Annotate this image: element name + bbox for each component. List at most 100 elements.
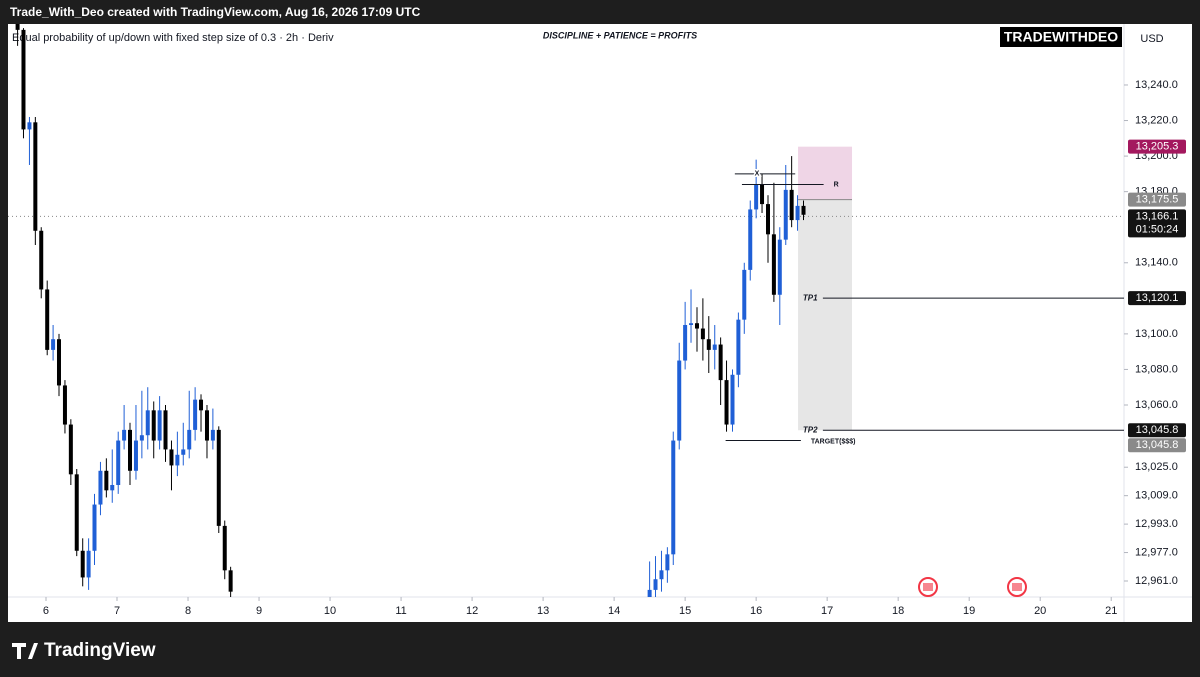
- y-tick-label: 12,977.0: [1135, 546, 1178, 558]
- x-tick-label: 19: [963, 605, 975, 617]
- price-box-label: 13,175.5: [1136, 194, 1179, 206]
- candle-body: [21, 29, 26, 130]
- candle-body: [163, 410, 168, 450]
- stop-zone: [798, 146, 853, 200]
- line-label: TP2: [803, 425, 818, 434]
- candle-body: [216, 429, 221, 526]
- candle-body: [659, 570, 664, 580]
- candle-body: [175, 454, 180, 466]
- price-box: [1128, 192, 1186, 207]
- y-tick-label: 13,140.0: [1135, 257, 1178, 269]
- candle-body: [736, 319, 741, 375]
- candle-body: [181, 449, 186, 455]
- candle-body: [801, 205, 806, 215]
- x-tick-label: 20: [1034, 605, 1046, 617]
- x-tick-label: 15: [679, 605, 691, 617]
- candle-body: [169, 449, 174, 466]
- candle-body: [222, 525, 227, 571]
- candle-body: [157, 410, 162, 441]
- x-tick-label: 6: [43, 605, 49, 617]
- candle-body: [718, 344, 723, 381]
- candle-body: [139, 435, 144, 441]
- x-tick-label: 7: [114, 605, 120, 617]
- candle-body: [145, 410, 150, 436]
- x-tick-label: 17: [821, 605, 833, 617]
- line-label: X: [755, 171, 760, 178]
- candle-body: [187, 429, 192, 450]
- badge: TRADEWITHDEO: [1004, 29, 1118, 45]
- candle-body: [760, 184, 765, 205]
- candle-body: [789, 189, 794, 221]
- candle-body: [712, 344, 717, 350]
- candle-body: [795, 205, 800, 221]
- brand: TradingView: [44, 640, 156, 661]
- line-label: R: [834, 181, 839, 188]
- x-tick-label: 14: [608, 605, 620, 617]
- price-box: [1128, 423, 1186, 438]
- x-tick-label: 9: [256, 605, 262, 617]
- x-tick-label: 13: [537, 605, 549, 617]
- candle-body: [27, 122, 32, 130]
- y-tick-label: 12,993.0: [1135, 518, 1178, 530]
- candle-body: [133, 440, 138, 471]
- candle-body: [771, 234, 776, 295]
- candle-body: [665, 554, 670, 571]
- plot-area: [8, 24, 1124, 597]
- candle-body: [754, 184, 759, 210]
- candle-body: [86, 550, 91, 578]
- legend-text: Equal probability of up/down with fixed …: [12, 32, 334, 44]
- candle-body: [33, 122, 38, 231]
- candle-body: [706, 339, 711, 350]
- price-box-label: 13,120.1: [1136, 292, 1179, 304]
- current-price-label: 13,166.1: [1136, 210, 1179, 222]
- current-price-box: [1128, 209, 1186, 238]
- y-tick-label: 12,961.0: [1135, 575, 1178, 587]
- candle-body: [122, 429, 127, 441]
- candle-body: [777, 239, 782, 295]
- countdown: 01:50:24: [1136, 223, 1179, 235]
- y-tick-label: 13,025.0: [1135, 461, 1178, 473]
- line-label: TARGET($$$): [811, 438, 856, 445]
- price-box: [1128, 139, 1186, 154]
- event-icon: [1007, 577, 1027, 597]
- candle-body: [671, 440, 676, 555]
- candle-body: [110, 484, 115, 491]
- line-label: TP1: [803, 293, 818, 302]
- candle-body: [204, 410, 209, 441]
- candle-body: [51, 339, 56, 350]
- y-tick-label: 13,009.0: [1135, 490, 1178, 502]
- event-icon: [918, 577, 938, 597]
- candle-body: [15, 24, 20, 30]
- x-tick-label: 8: [185, 605, 191, 617]
- x-tick-label: 18: [892, 605, 904, 617]
- candle-body: [104, 470, 109, 491]
- candle-body: [700, 328, 705, 340]
- chart-panel: [8, 24, 1192, 622]
- candle-body: [62, 385, 67, 425]
- candle-body: [193, 399, 198, 430]
- candle-body: [724, 380, 729, 425]
- candle-body: [694, 323, 699, 329]
- y-tick-label: 13,240.0: [1135, 79, 1178, 91]
- candle-body: [80, 550, 85, 578]
- caption: Trade_With_Deo created with TradingView.…: [10, 5, 421, 19]
- candle-body: [748, 209, 753, 270]
- y-tick-label: 13,080.0: [1135, 363, 1178, 375]
- price-box-label: 13,205.3: [1136, 141, 1179, 153]
- candle-body: [653, 579, 658, 590]
- candle-body: [92, 504, 97, 551]
- candle-body: [68, 424, 73, 475]
- candle-body: [74, 474, 79, 551]
- x-tick-label: 10: [324, 605, 336, 617]
- candle-body: [677, 360, 682, 441]
- chart-title: DISCIPLINE + PATIENCE = PROFITS: [543, 30, 697, 40]
- candle-body: [98, 470, 103, 505]
- price-box: [1128, 291, 1186, 306]
- candle-body: [56, 339, 61, 386]
- x-tick-label: 16: [750, 605, 762, 617]
- axes: 13,240.013,220.013,200.013,180.013,140.0…: [43, 79, 1186, 617]
- y-tick-label: 13,220.0: [1135, 114, 1178, 126]
- price-box-label: 13,045.8: [1136, 424, 1179, 436]
